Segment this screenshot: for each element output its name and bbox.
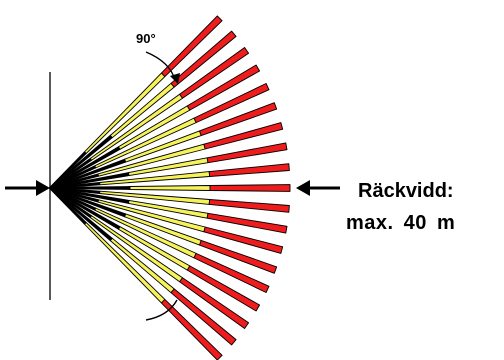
beam-far-segment xyxy=(170,288,237,346)
right-arrow-icon xyxy=(296,180,340,196)
beam-far-segment xyxy=(186,64,261,111)
beam-far-segment xyxy=(186,265,261,312)
beam-far-segment xyxy=(199,239,278,274)
beam-far-segment xyxy=(170,30,237,88)
beam-far-segment xyxy=(179,47,250,99)
beam-far-segment xyxy=(193,83,270,124)
beam-far-segment xyxy=(206,212,288,234)
angle-label: 90° xyxy=(136,31,156,46)
beam-far-segment xyxy=(199,102,278,137)
beam-far-segment xyxy=(179,277,250,329)
left-arrow-icon xyxy=(5,180,50,196)
beam-far-segment xyxy=(203,226,284,254)
beam-far-segment xyxy=(208,199,290,213)
range-value: max. 40 m xyxy=(346,212,456,234)
beam-far-segment xyxy=(208,163,290,177)
beam-mid-segment xyxy=(129,185,211,191)
beam-far-segment xyxy=(160,15,223,78)
beam-far-segment xyxy=(209,184,291,192)
beam-far-segment xyxy=(193,252,270,293)
beam-far-segment xyxy=(203,122,284,150)
angle-arc-arrowhead xyxy=(170,73,180,84)
beam-far-segment xyxy=(206,142,288,164)
angle-arc-lower xyxy=(145,299,178,321)
detection-beams xyxy=(49,15,291,360)
beam-mid-segment xyxy=(99,171,211,186)
range-title: Räckvidd: xyxy=(358,180,454,202)
beam-mid-segment xyxy=(99,190,211,205)
beam-far-segment xyxy=(160,298,223,360)
